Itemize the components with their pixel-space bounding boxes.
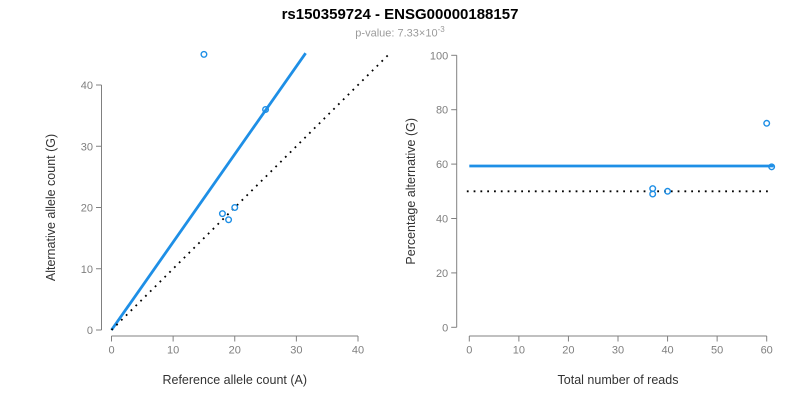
y-tick-label: 0 bbox=[442, 322, 448, 334]
p-value-subtitle: p-value: 7.33×10-3 bbox=[0, 25, 800, 40]
x-tick-label: 30 bbox=[612, 345, 624, 357]
y-tick-label: 20 bbox=[436, 268, 448, 280]
fit-line bbox=[110, 52, 307, 331]
data-point bbox=[664, 187, 672, 195]
y-tick-label: 60 bbox=[436, 159, 448, 171]
data-point bbox=[262, 105, 270, 113]
x-tick-label: 50 bbox=[711, 345, 723, 357]
identity-line bbox=[110, 51, 392, 331]
right-plot-percentage: 0 10 20 30 40 50 60 0 20 40 60 80 100 Total number of… bbox=[404, 50, 776, 387]
y-tick-label: 40 bbox=[81, 80, 93, 92]
y-tick-label: 0 bbox=[87, 325, 93, 337]
page-title: rs150359724 - ENSG00000188157 bbox=[281, 6, 519, 23]
x-tick-label: 40 bbox=[352, 345, 364, 357]
x-tick-label: 30 bbox=[290, 345, 302, 357]
x-tick-label: 40 bbox=[661, 345, 673, 357]
y-axis-title: Percentage alternative (G) bbox=[404, 118, 418, 265]
y-tick-label: 80 bbox=[436, 105, 448, 117]
data-point bbox=[218, 210, 226, 218]
x-tick-label: 60 bbox=[761, 345, 773, 357]
p-value-exponent: -3 bbox=[437, 25, 445, 34]
x-tick-label: 20 bbox=[229, 345, 241, 357]
y-tick-label: 20 bbox=[81, 203, 93, 215]
x-tick-label: 0 bbox=[466, 345, 472, 357]
y-tick-label: 10 bbox=[81, 264, 93, 276]
left-plot-allele-counts: 0 10 20 30 40 0 10 20 30 40 Reference allele count… bbox=[44, 50, 392, 387]
data-point bbox=[231, 203, 239, 211]
x-tick-label: 10 bbox=[513, 345, 525, 357]
p-value-text: p-value: 7.33×10 bbox=[355, 27, 438, 40]
y-tick-label: 40 bbox=[436, 214, 448, 226]
y-tick-label: 30 bbox=[81, 141, 93, 153]
data-point bbox=[649, 190, 657, 198]
data-point bbox=[225, 216, 233, 224]
x-tick-label: 20 bbox=[562, 345, 574, 357]
x-tick-label: 10 bbox=[167, 345, 179, 357]
data-point bbox=[768, 163, 776, 171]
y-axis-title: Alternative allele count (G) bbox=[44, 134, 58, 281]
x-axis-title: Reference allele count (A) bbox=[162, 373, 307, 387]
data-point bbox=[763, 119, 771, 127]
data-point bbox=[200, 50, 208, 58]
x-tick-label: 0 bbox=[108, 345, 114, 357]
x-axis-title: Total number of reads bbox=[558, 373, 679, 387]
y-tick-label: 100 bbox=[430, 50, 448, 62]
